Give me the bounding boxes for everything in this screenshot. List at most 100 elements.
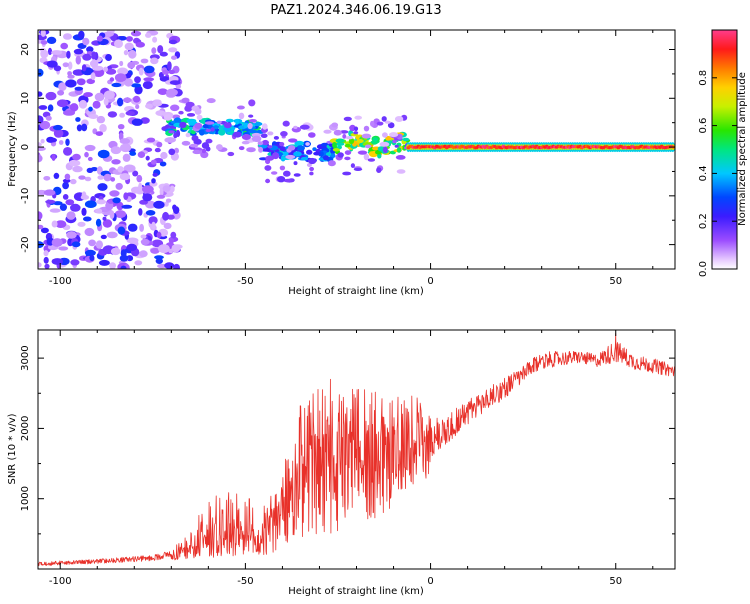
- spectrogram-cell: [117, 226, 126, 235]
- spectrogram-cell: [103, 173, 112, 182]
- spectrogram-cell: [121, 204, 133, 209]
- spectrogram-cell: [43, 256, 49, 264]
- spectrogram-cell: [81, 191, 87, 199]
- spectrogram-cell: [78, 175, 86, 180]
- snr-series-line: [38, 333, 675, 566]
- spectrogram-cell: [156, 194, 166, 199]
- spectrogram-cell: [70, 203, 81, 212]
- spectrogram-cell: [167, 61, 172, 71]
- spectrogram-cell: [309, 166, 314, 172]
- spectrogram-cell: [134, 85, 143, 95]
- spectrogram-cell: [379, 141, 390, 147]
- spectrogram-cell: [119, 173, 131, 181]
- spectrogram-cell: [81, 64, 87, 72]
- spectrogram-cell: [129, 151, 137, 156]
- spectrogram-cell: [49, 208, 61, 213]
- spectrogram-cell: [92, 100, 101, 109]
- spectrogram-cell: [43, 250, 49, 257]
- spectrogram-cell: [345, 136, 354, 140]
- spectrogram-cell: [72, 165, 83, 173]
- spectrogram-cell: [89, 254, 95, 261]
- spectrogram-cell: [279, 142, 285, 147]
- spectrogram-cell: [299, 124, 310, 130]
- spectrogram-cell: [271, 171, 278, 175]
- spectrogram-cell: [251, 135, 262, 142]
- spectrogram-cell: [159, 161, 167, 167]
- spectrogram-cell: [131, 118, 143, 126]
- spectrogram-cell: [175, 84, 182, 89]
- colorbar-ticks: 0.0 0.2 0.4 0.6 0.8: [698, 70, 737, 277]
- spectrogram-axes: -100 -50 0 50 20 10 0 -10 -20: [20, 30, 675, 287]
- spectrogram-cell: [96, 35, 103, 42]
- spectrogram-cell: [38, 146, 46, 151]
- spectrogram-cell: [164, 201, 169, 207]
- spectrogram-cell: [51, 220, 58, 228]
- spectrogram-cell: [38, 68, 44, 77]
- spectrogram-cell: [58, 140, 64, 145]
- spectrogram-cell: [46, 36, 57, 45]
- spectrogram-cell: [103, 98, 109, 106]
- spectrogram-cell: [201, 148, 207, 154]
- spectrogram-cell: [110, 177, 116, 182]
- spectrogram-cell: [152, 100, 163, 107]
- spectrogram-cell: [173, 132, 178, 139]
- spectrogram-y-axis-label: Frequency (Hz): [7, 111, 18, 187]
- spectrogram-cell: [111, 82, 122, 88]
- spectrogram-cell: [40, 138, 45, 144]
- spectrogram-cell: [168, 39, 178, 45]
- spectrogram-cell: [114, 73, 127, 82]
- spectrogram-cell: [117, 97, 124, 107]
- spectrogram-cell: [293, 161, 298, 166]
- spectrogram-cell: [90, 72, 96, 80]
- spectrogram-cell: [267, 131, 274, 136]
- spectrogram-cell: [62, 181, 69, 190]
- spectrogram-cell: [265, 155, 275, 161]
- spectrogram-cell: [88, 239, 96, 247]
- snr-plot-area: [38, 333, 675, 566]
- snr-x-axis-label: Height of straight line (km): [288, 586, 424, 597]
- spectrogram-cell: [86, 46, 94, 53]
- spectrogram-cell: [105, 54, 112, 61]
- spectrogram-cell: [337, 145, 342, 150]
- spectrogram-cell: [171, 55, 177, 60]
- spectrogram-cell: [53, 129, 64, 138]
- spectrogram-cell: [98, 259, 110, 266]
- spectrogram-cell: [110, 146, 122, 155]
- snr-x-tick-label: -50: [237, 576, 253, 587]
- spectrogram-cell: [138, 67, 144, 76]
- spectrogram-cell: [64, 173, 71, 180]
- spectrogram-cell: [344, 143, 351, 148]
- spectrogram-cell: [122, 153, 131, 162]
- spectrogram-cell: [44, 263, 50, 269]
- spectrogram-y-tick-label: -10: [20, 188, 31, 204]
- spectrogram-cell: [150, 159, 157, 165]
- spectrogram-cell: [206, 98, 216, 104]
- spectrogram-cell: [109, 210, 115, 219]
- spectrogram-cell: [216, 120, 222, 125]
- spectrogram-cell: [142, 193, 153, 202]
- spectrogram-cell: [105, 68, 117, 75]
- spectrogram-cell: [238, 146, 245, 151]
- spectrogram-cell: [84, 227, 95, 237]
- colorbar-label: Normalized spectral amplitude: [737, 72, 748, 226]
- spectrogram-cell: [119, 60, 124, 67]
- spectrogram-cell: [47, 104, 54, 112]
- spectrogram-cell: [402, 137, 410, 142]
- spectrogram-cell: [140, 238, 150, 245]
- colorbar-tick-label: 0.6: [698, 118, 709, 134]
- spectrogram-cell: [306, 163, 312, 167]
- spectrogram-cell: [140, 58, 149, 64]
- spectrogram-cell: [38, 154, 43, 163]
- spectrogram-cell: [293, 125, 298, 129]
- spectrogram-cell: [169, 80, 181, 85]
- spectrogram-cell: [185, 101, 195, 108]
- spectrogram-cell: [45, 199, 56, 204]
- spectrogram-cell: [62, 62, 69, 68]
- spectrogram-cell: [118, 36, 127, 41]
- spectrogram-cell: [51, 258, 63, 265]
- spectrogram-cell: [179, 121, 187, 129]
- spectrogram-cell: [126, 243, 138, 251]
- spectrogram-cell: [142, 81, 153, 90]
- spectrogram-cell: [261, 139, 269, 146]
- spectrogram-cell: [333, 129, 342, 136]
